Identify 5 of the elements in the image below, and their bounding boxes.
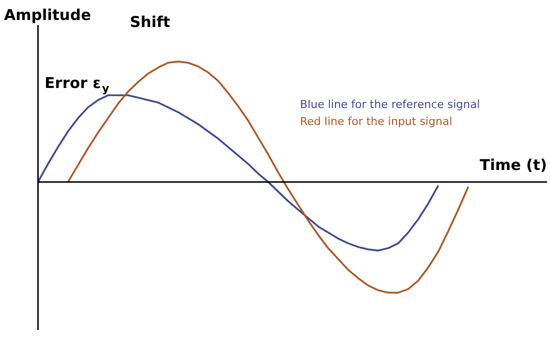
- text: Red line for the input signal: [300, 115, 452, 128]
- text: Shift: [130, 13, 170, 31]
- y-axis-title: Amplitude: [4, 6, 92, 24]
- x-axis-title: Time (t): [480, 156, 547, 174]
- text: Blue line for the reference signal: [300, 98, 480, 111]
